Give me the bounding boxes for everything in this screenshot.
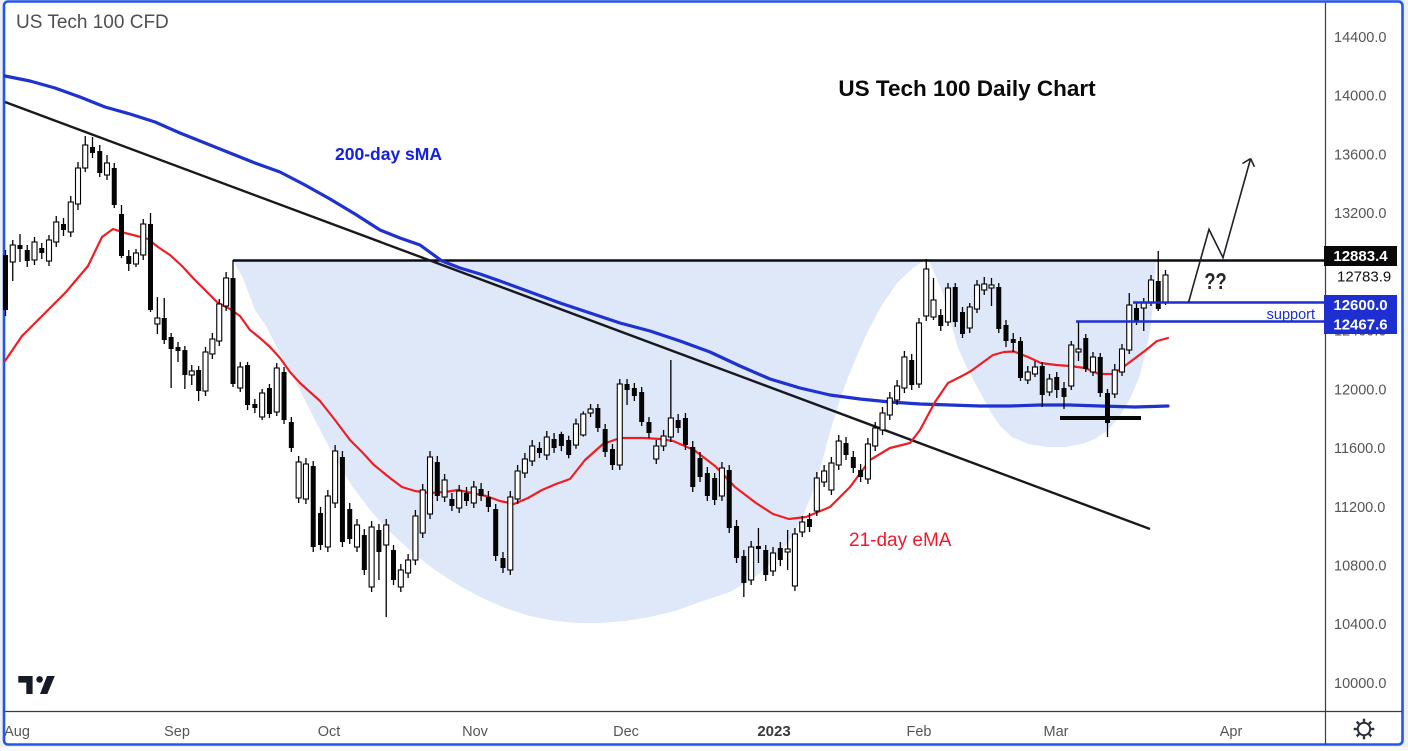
svg-text:11200.0: 11200.0 — [1334, 500, 1385, 516]
svg-text:Aug: Aug — [4, 724, 30, 740]
svg-text:11600.0: 11600.0 — [1334, 441, 1385, 457]
svg-text:Apr: Apr — [1220, 724, 1243, 740]
svg-text:US Tech 100 CFD: US Tech 100 CFD — [16, 12, 169, 33]
svg-text:Nov: Nov — [462, 724, 489, 740]
svg-text:Dec: Dec — [613, 724, 639, 740]
svg-text:10000.0: 10000.0 — [1334, 676, 1386, 692]
svg-text:13200.0: 13200.0 — [1334, 206, 1386, 222]
svg-text:21-day eMA: 21-day eMA — [849, 530, 952, 551]
svg-text:12783.9: 12783.9 — [1337, 269, 1391, 286]
svg-text:13600.0: 13600.0 — [1334, 147, 1386, 163]
svg-text:10400.0: 10400.0 — [1334, 617, 1386, 633]
svg-text:Feb: Feb — [907, 724, 932, 740]
svg-text:Sep: Sep — [164, 724, 190, 740]
svg-text:12883.4: 12883.4 — [1333, 248, 1388, 265]
svg-text:US Tech 100 Daily Chart: US Tech 100 Daily Chart — [838, 76, 1096, 101]
svg-text:12000.0: 12000.0 — [1334, 382, 1386, 398]
svg-text:support: support — [1267, 307, 1315, 323]
svg-text:12467.6: 12467.6 — [1333, 317, 1387, 334]
svg-text:14400.0: 14400.0 — [1334, 30, 1386, 46]
svg-text:10800.0: 10800.0 — [1334, 559, 1386, 575]
svg-text:Mar: Mar — [1044, 724, 1069, 740]
svg-text:??: ?? — [1204, 269, 1226, 295]
svg-text:14000.0: 14000.0 — [1334, 89, 1386, 105]
svg-text:12600.0: 12600.0 — [1333, 297, 1387, 314]
svg-text:2023: 2023 — [757, 723, 790, 740]
svg-text:200-day sMA: 200-day sMA — [335, 144, 442, 164]
svg-text:Oct: Oct — [318, 724, 341, 740]
